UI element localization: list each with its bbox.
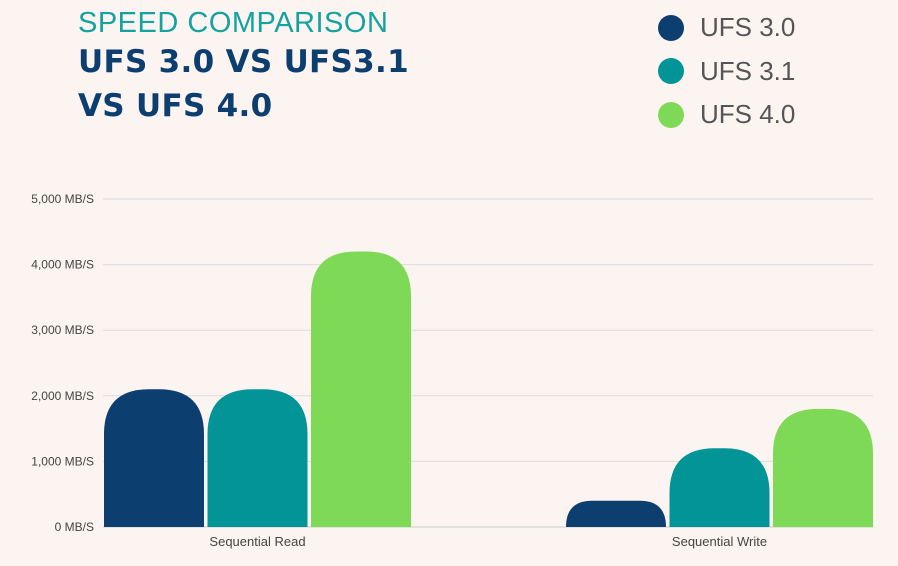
legend-label-ufs31: UFS 3.1 [700,55,796,86]
legend-item-ufs30: UFS 3.0 [658,6,795,50]
title-block: SPEED COMPARISON UFS 3.0 VS UFS3.1 VS UF… [78,6,409,128]
chart-title-line-2: VS UFS 4.0 [78,88,273,124]
legend-swatch-ufs30 [658,14,684,41]
legend-swatch-ufs31 [658,58,684,85]
bar [773,408,873,527]
chart-subtitle: SPEED COMPARISON [78,7,389,39]
bar [311,251,411,528]
x-category-label: Sequential Write [672,534,767,549]
legend: UFS 3.0 UFS 3.1 UFS 4.0 [658,6,795,137]
bar [207,389,308,527]
x-category-label: Sequential Read [209,534,305,549]
y-tick-label: 2,000 MB/S [31,389,94,403]
y-tick-label: 3,000 MB/S [31,323,94,337]
chart-title-line-1: UFS 3.0 VS UFS3.1 [78,44,409,80]
y-tick-label: 1,000 MB/S [31,454,94,468]
legend-item-ufs40: UFS 4.0 [658,93,795,137]
y-tick-label: 4,000 MB/S [31,258,94,272]
y-tick-label: 0 MB/S [55,520,94,534]
legend-label-ufs40: UFS 4.0 [700,99,796,130]
bar [669,448,770,527]
legend-label-ufs30: UFS 3.0 [700,12,796,43]
legend-swatch-ufs40 [658,101,684,128]
bar [566,500,666,527]
legend-item-ufs31: UFS 3.1 [658,50,795,94]
y-tick-label: 5,000 MB/S [31,192,94,206]
bar [104,389,204,527]
